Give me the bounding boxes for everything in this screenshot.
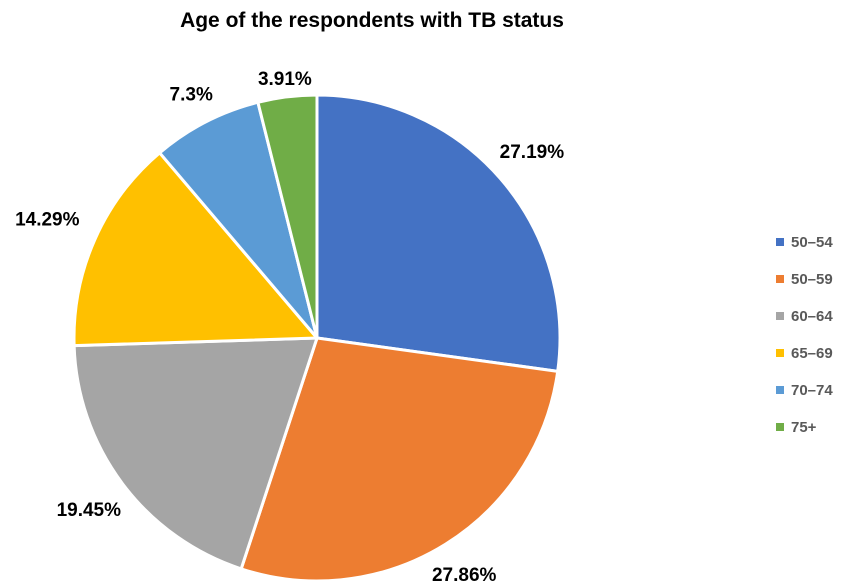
- legend: 50–54 50–59 60–64 65–69 70–74 75+: [776, 234, 833, 436]
- data-label-5: 7.3%: [170, 84, 213, 105]
- legend-label-5: 70–74: [791, 382, 833, 399]
- data-label-3: 19.45%: [57, 500, 122, 521]
- legend-swatch-4: [776, 349, 784, 357]
- chart-title: Age of the respondents with TB status: [180, 9, 564, 32]
- legend-label-4: 65–69: [791, 345, 833, 362]
- pie-slice-2: [239, 336, 560, 583]
- legend-label-2: 50–59: [791, 271, 833, 288]
- legend-swatch-1: [776, 238, 784, 246]
- data-label-4: 14.29%: [15, 209, 80, 230]
- legend-label-1: 50–54: [791, 234, 833, 251]
- legend-swatch-6: [776, 423, 784, 431]
- pie-slice-5: [158, 100, 319, 340]
- data-label-1: 27.19%: [500, 142, 565, 163]
- data-label-2: 27.86%: [432, 565, 497, 584]
- data-label-6: 3.91%: [258, 69, 312, 90]
- pie-slices: [72, 93, 562, 583]
- pie-slice-1: [315, 93, 562, 373]
- data-labels: 27.19% 27.86% 19.45% 14.29% 7.3% 3.91%: [15, 69, 564, 584]
- legend-swatch-2: [776, 275, 784, 283]
- legend-swatch-5: [776, 386, 784, 394]
- legend-swatch-3: [776, 312, 784, 320]
- pie-slice-4: [72, 151, 319, 348]
- pie-slice-6: [256, 93, 319, 340]
- legend-label-3: 60–64: [791, 308, 833, 325]
- legend-label-6: 75+: [791, 419, 817, 436]
- pie-slice-3: [72, 336, 319, 571]
